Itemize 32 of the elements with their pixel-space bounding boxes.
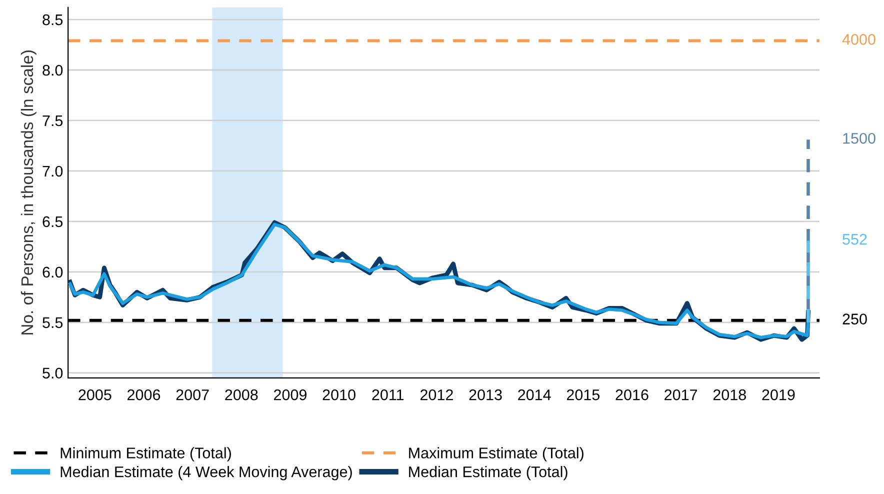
legend-label: Minimum Estimate (Total) — [60, 447, 231, 462]
x-tick-label: 2006 — [128, 389, 160, 400]
legend-label: Median Estimate (4 Week Moving Average) — [60, 466, 352, 480]
x-tick-label: 2016 — [616, 389, 648, 400]
x-tick-label: 2011 — [372, 389, 404, 400]
x-tick-label: 2007 — [176, 389, 209, 400]
x-tick-label: 2010 — [322, 389, 356, 400]
x-tick-label: 2008 — [225, 389, 258, 400]
legend-label: Median Estimate (Total) — [409, 466, 568, 480]
text: 1500 — [843, 132, 876, 144]
x-tick-label: 2018 — [713, 389, 746, 400]
x-tick-label: 2019 — [762, 389, 795, 400]
y-tick-label: 5.5 — [42, 317, 63, 328]
x-tick-label: 2012 — [420, 389, 453, 400]
y-tick-label: 7.5 — [42, 116, 63, 126]
x-tick-label: 2015 — [566, 389, 600, 400]
text: 250 — [842, 314, 867, 324]
y-tick-label: 6.0 — [42, 266, 63, 278]
x-tick-label: 2009 — [274, 389, 306, 400]
y-tick-label: 8.0 — [42, 64, 63, 76]
y-tick-label: 5.0 — [42, 368, 63, 379]
legend-label: Maximum Estimate (Total) — [409, 447, 584, 462]
x-tick-label: 2005 — [78, 389, 112, 400]
x-tick-label: 2014 — [518, 389, 551, 400]
y-tick-label: 7.0 — [42, 166, 63, 177]
x-tick-label: 2017 — [664, 389, 698, 400]
x-tick-label: 2013 — [469, 389, 502, 400]
y-tick-label: 8.5 — [42, 14, 63, 26]
y-tick-label: 6.5 — [42, 216, 63, 228]
y-axis-title: No. of Persons, in thousands (ln scale) — [20, 50, 36, 334]
text: 552 — [842, 234, 867, 245]
text: 4000 — [842, 34, 876, 45]
